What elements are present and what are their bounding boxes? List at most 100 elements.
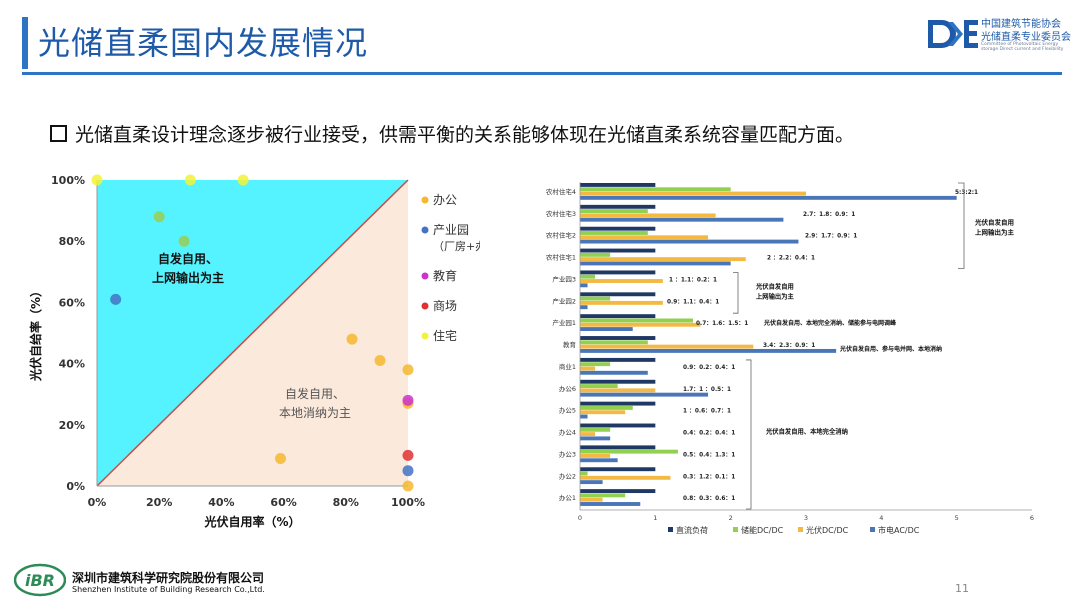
bar-grid — [580, 261, 731, 266]
bar-grid — [580, 217, 784, 222]
bar-grid — [580, 392, 709, 397]
ratio-label: 2.9：1.7：0.9：1 — [805, 234, 857, 240]
category-label: 办公5 — [559, 406, 576, 415]
bar-storage — [580, 427, 611, 432]
bar-storage — [580, 340, 648, 345]
bar-storage — [580, 187, 731, 192]
bar-grid — [580, 327, 633, 331]
ratio-label: 1 ：1.1：0.2：1 — [669, 277, 717, 283]
group-note-line1: 光伏自发自用、参与电并网、本地消纳 — [839, 345, 942, 353]
bar-grid — [580, 502, 641, 506]
legend-sublabel: （厂房+办公） — [433, 240, 480, 253]
bar-dc_load — [580, 467, 656, 472]
y-tick-label: 20% — [59, 419, 85, 432]
bar-grid — [580, 195, 957, 200]
ratio-label: 0.9：0.2：0.4：1 — [683, 365, 735, 371]
x-tick-label: 0% — [88, 496, 107, 509]
legend-marker — [421, 302, 429, 310]
bar-dc_load — [580, 183, 656, 187]
category-label: 办公3 — [559, 449, 576, 458]
bar-storage — [580, 318, 693, 323]
x-tick-label: 20% — [146, 496, 172, 509]
bar-grid — [580, 436, 611, 441]
bar-dc_load — [580, 248, 656, 253]
category-label: 办公6 — [559, 384, 576, 393]
ratio-label: 2 ：2.2：0.4：1 — [767, 256, 815, 262]
scatter-point — [178, 235, 190, 247]
bar-grid — [580, 480, 603, 485]
scatter-point — [184, 174, 196, 186]
bar-x-tick-label: 0 — [578, 514, 582, 522]
footer-company-en: Shenzhen Institute of Building Research … — [72, 585, 265, 594]
legend-label: 商场 — [433, 298, 457, 313]
bar-pv — [580, 322, 701, 327]
bar-x-tick-label: 3 — [804, 514, 808, 522]
scatter-point — [402, 394, 414, 406]
scatter-point — [91, 174, 103, 186]
y-axis-title: 光伏自给率（%） — [28, 285, 43, 382]
x-tick-label: 60% — [270, 496, 296, 509]
bar-storage — [580, 274, 596, 279]
bar-dc_load — [580, 489, 656, 494]
x-axis-title: 光伏自用率（%） — [203, 514, 300, 529]
scatter-point — [402, 480, 414, 492]
bar-dc_load — [580, 423, 656, 428]
category-label: 办公4 — [559, 428, 576, 437]
bar-legend-marker — [668, 527, 673, 532]
ratio-label: 2.7：1.8：0.9：1 — [803, 212, 855, 218]
bullet-text: 光储直柔设计理念逐步被行业接受，供需平衡的关系能够体现在光储直柔系统容量匹配方面… — [75, 124, 855, 146]
y-tick-label: 60% — [59, 296, 85, 309]
scatter-point — [274, 452, 286, 464]
bar-pv — [580, 497, 603, 502]
bar-legend-marker — [798, 527, 803, 532]
ratio-label: 0.9：1.1：0.4：1 — [667, 299, 719, 305]
bar-pv — [580, 366, 596, 371]
diagonal-line — [96, 179, 409, 487]
scatter-point — [374, 355, 386, 367]
category-label: 产业园3 — [552, 274, 576, 283]
bar-dc_load — [580, 445, 656, 450]
group-note-line2: 上网输出为主 — [756, 291, 794, 300]
ratio-label: 0.3：1.2：0.1：1 — [683, 474, 735, 480]
bar-pv — [580, 279, 663, 283]
y-tick-label: 40% — [59, 358, 85, 371]
y-tick-label: 100% — [51, 174, 85, 187]
region-upper-label-1: 自发自用、 — [158, 251, 218, 266]
ibr-logo-icon: iBR — [14, 563, 66, 597]
category-label: 办公1 — [559, 493, 576, 502]
page-number: 11 — [955, 582, 969, 595]
bar-pv — [580, 213, 716, 218]
legend-marker — [421, 272, 429, 280]
bar-legend-marker — [870, 527, 875, 532]
bar-grid — [580, 458, 618, 463]
bar-storage — [580, 252, 611, 257]
bar-grid — [580, 239, 799, 244]
category-label: 农村住宅2 — [546, 231, 576, 240]
logo-en-line: Committee of Photovoltaic Energy storage… — [981, 42, 1064, 52]
bar-storage — [580, 362, 611, 367]
bar-legend-label: 直流负荷 — [676, 525, 708, 535]
group-note-line2: 上网输出为主 — [975, 228, 1015, 237]
bar-grid — [580, 305, 588, 310]
bar-storage — [580, 493, 626, 498]
scatter-point — [110, 293, 122, 305]
ratio-label: 3.4：2.3：0.9：1 — [763, 343, 815, 349]
category-label: 农村住宅3 — [546, 209, 576, 218]
bar-storage — [580, 405, 633, 410]
x-tick-label: 80% — [333, 496, 359, 509]
bullet-row: 光储直柔设计理念逐步被行业接受，供需平衡的关系能够体现在光储直柔系统容量匹配方面… — [50, 120, 854, 147]
bar-pv — [580, 300, 663, 305]
bar-pv — [580, 454, 611, 458]
category-label: 产业园1 — [552, 318, 576, 327]
ratio-label: 1.7：1 ：0.5：1 — [683, 387, 731, 393]
ratio-label: 0.5：0.4：1.3：1 — [683, 452, 735, 458]
legend-marker — [421, 332, 429, 340]
bar-pv — [580, 344, 754, 349]
x-tick-label: 40% — [208, 496, 234, 509]
category-label: 教育 — [563, 340, 577, 349]
bar-pv — [580, 410, 626, 415]
bar-dc_load — [580, 357, 656, 362]
scatter-point — [402, 449, 414, 461]
bar-pv — [580, 191, 806, 196]
